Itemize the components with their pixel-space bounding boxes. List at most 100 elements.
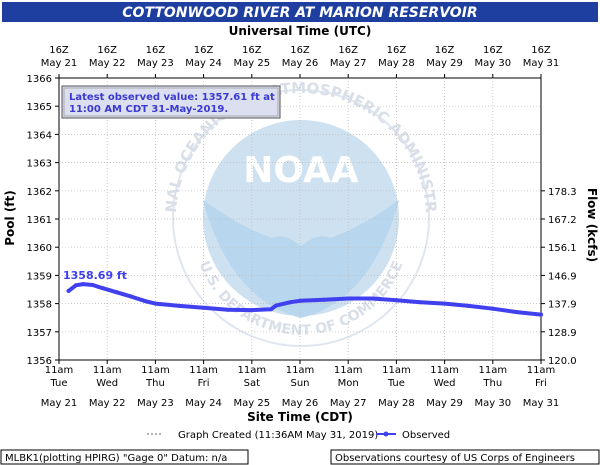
top-tick-date: May 31 — [523, 58, 560, 69]
top-tick-time: 16Z — [435, 45, 455, 56]
observed-point — [153, 301, 158, 306]
observed-point — [442, 301, 447, 306]
peak-value-label: 1358.69 ft — [63, 269, 127, 282]
svg-text:NOAA: NOAA — [243, 150, 359, 191]
bottom-axis-ticks: 11am Tue May 21 11am Wed May 22 11am Thu May 23 1… — [41, 360, 560, 409]
left-tick-label: 1359 — [27, 271, 52, 282]
bottom-tick-time: 11am — [334, 365, 363, 376]
bottom-tick-dow: Sat — [244, 378, 260, 389]
top-tick-time: 16Z — [242, 45, 262, 56]
observed-point — [288, 300, 293, 305]
top-tick-time: 16Z — [387, 45, 407, 56]
observed-point — [370, 296, 375, 301]
latest-observed-line2: 11:00 AM CDT 31-May-2019. — [69, 104, 228, 115]
observed-point — [249, 308, 254, 313]
bottom-tick-time: 11am — [430, 365, 459, 376]
left-tick-label: 1364 — [27, 130, 52, 141]
top-tick-date: May 24 — [185, 58, 222, 69]
left-tick-label: 1356 — [27, 356, 52, 367]
observed-point — [225, 307, 230, 312]
bottom-tick-time: 11am — [527, 365, 556, 376]
top-tick-time: 16Z — [194, 45, 214, 56]
latest-observed-box: Latest observed value: 1357.61 ft at 11:… — [61, 85, 281, 119]
right-tick-label: 167.2 — [548, 215, 577, 226]
left-tick-label: 1360 — [27, 243, 52, 254]
bottom-tick-time: 11am — [238, 365, 267, 376]
observed-point — [418, 300, 423, 305]
observed-point — [539, 312, 543, 317]
observed-point — [129, 294, 134, 299]
bottom-tick-date: May 31 — [523, 398, 560, 409]
observed-point — [346, 296, 351, 301]
bottom-tick-dow: Fri — [198, 378, 210, 389]
observed-point — [100, 286, 105, 291]
bottom-tick-time: 11am — [93, 365, 122, 376]
right-tick-label: 128.9 — [548, 328, 577, 339]
top-tick-date: May 25 — [234, 58, 271, 69]
bottom-tick-date: May 26 — [282, 398, 319, 409]
top-axis-title: Universal Time (UTC) — [229, 24, 372, 38]
bottom-tick-date: May 23 — [137, 398, 174, 409]
left-tick-label: 1366 — [27, 74, 52, 85]
observed-point — [90, 283, 95, 287]
bottom-tick-time: 11am — [382, 365, 411, 376]
top-tick-time: 16Z — [531, 45, 551, 56]
bottom-tick-dow: Sun — [290, 378, 309, 389]
top-tick-time: 16Z — [97, 45, 117, 56]
series-observed — [66, 282, 543, 317]
observed-point — [322, 297, 327, 302]
bottom-tick-dow: Thu — [482, 378, 502, 389]
footer-gage-info: MLBK1(plotting HPIRG) "Gage 0" Datum: n/… — [5, 453, 227, 464]
observed-point — [298, 298, 302, 303]
observed-point — [73, 283, 78, 288]
bottom-tick-dow: Tue — [387, 378, 405, 389]
right-axis-title: Flow (kcfs) — [585, 188, 599, 262]
right-tick-label: 156.1 — [548, 243, 577, 254]
top-tick-date: May 29 — [426, 58, 463, 69]
bottom-tick-time: 11am — [189, 365, 218, 376]
observed-point — [143, 299, 148, 304]
observed-point — [466, 303, 471, 308]
observed-point — [66, 288, 71, 293]
right-tick-label: 137.9 — [548, 300, 577, 311]
observed-point — [81, 282, 86, 287]
bottom-tick-date: May 21 — [41, 398, 78, 409]
observed-point — [114, 290, 119, 295]
observed-point — [514, 310, 519, 315]
top-tick-time: 16Z — [146, 45, 166, 56]
bottom-tick-dow: Fri — [535, 378, 547, 389]
top-tick-time: 16Z — [290, 45, 310, 56]
observed-point — [394, 298, 399, 303]
right-tick-label: 146.9 — [548, 271, 577, 282]
bottom-axis-title: Site Time (CDT) — [247, 410, 353, 424]
legend-created-label: Graph Created (11:36AM May 31, 2019) — [178, 430, 378, 441]
top-tick-time: 16Z — [483, 45, 503, 56]
observed-point — [177, 303, 182, 308]
bottom-tick-dow: Mon — [338, 378, 359, 389]
top-tick-date: May 22 — [89, 58, 126, 69]
bottom-tick-time: 11am — [45, 365, 74, 376]
right-tick-label: 120.0 — [548, 356, 577, 367]
bottom-tick-dow: Wed — [434, 378, 456, 389]
legend-observed-label: Observed — [402, 430, 450, 441]
top-tick-date: May 26 — [282, 58, 319, 69]
latest-observed-line1: Latest observed value: 1357.61 ft at — [69, 92, 275, 103]
bottom-tick-date: May 28 — [378, 398, 415, 409]
top-tick-date: May 28 — [378, 58, 415, 69]
footer-observations-credit: Observations courtesy of US Corps of Eng… — [335, 453, 575, 464]
top-tick-time: 16Z — [338, 45, 358, 56]
top-tick-date: May 23 — [137, 58, 174, 69]
bottom-tick-date: May 25 — [234, 398, 271, 409]
left-tick-label: 1358 — [27, 300, 52, 311]
bottom-tick-dow: Thu — [145, 378, 165, 389]
chart-title: COTTONWOOD RIVER AT MARION RESERVOIR — [122, 5, 477, 21]
left-tick-label: 1361 — [27, 215, 52, 226]
bottom-tick-date: May 30 — [475, 398, 512, 409]
bottom-tick-time: 11am — [141, 365, 170, 376]
top-tick-date: May 21 — [41, 58, 78, 69]
observed-point — [269, 307, 274, 312]
grid-lines — [59, 78, 541, 360]
right-axis-ticks: 120.0 128.9 137.9 146.9 156.1 167.2 178.3 — [541, 187, 577, 367]
bottom-tick-date: May 24 — [185, 398, 222, 409]
